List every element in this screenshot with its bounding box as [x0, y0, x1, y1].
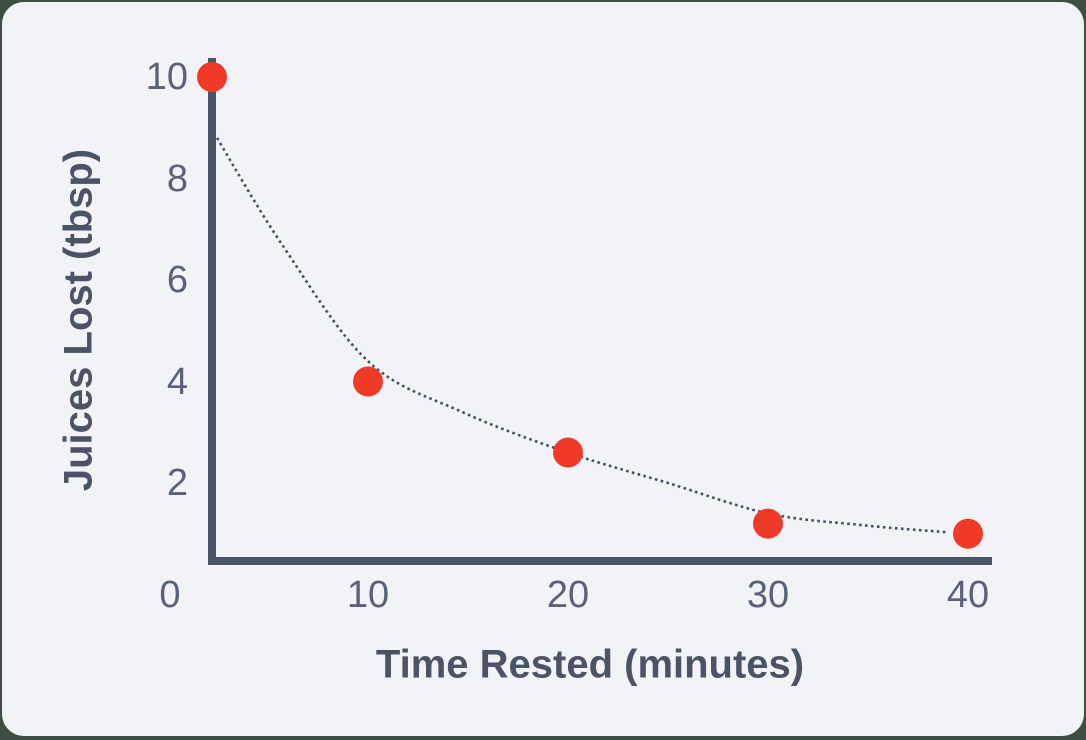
data-point [553, 437, 583, 468]
y-tick-label: 10 [145, 56, 188, 98]
y-axis-line [208, 58, 216, 565]
x-tick-label: 20 [546, 574, 590, 616]
y-tick-label: 4 [166, 360, 188, 403]
trend-line [212, 132, 947, 534]
y-tick-label: 8 [166, 157, 188, 200]
y-tick-label: 6 [166, 259, 188, 301]
data-point [353, 366, 383, 397]
y-axis-title: Juices Lost (tbsp) [56, 148, 101, 492]
x-tick-label: 0 [159, 574, 181, 616]
data-point [953, 518, 983, 549]
x-tick-label: 30 [746, 574, 790, 616]
data-points [197, 62, 983, 549]
x-axis-line [208, 557, 992, 565]
data-point [197, 62, 227, 92]
y-tick-label: 2 [166, 462, 188, 504]
x-tick-label: 40 [946, 574, 990, 616]
x-axis-title: Time Rested (minutes) [375, 642, 805, 687]
data-point [753, 508, 783, 539]
x-tick-label: 10 [346, 574, 390, 616]
